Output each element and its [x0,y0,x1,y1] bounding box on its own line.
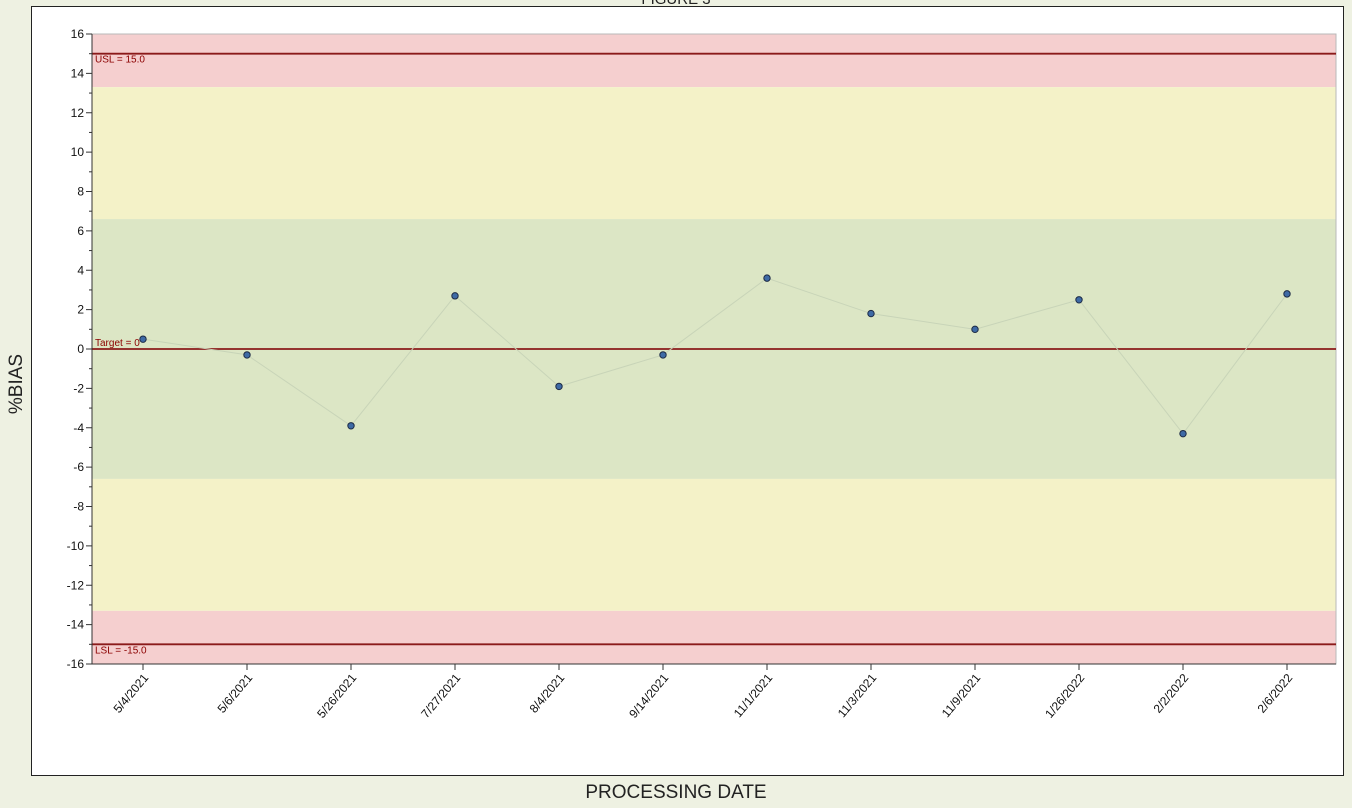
x-tick-label-10: 2/2/2022 [1151,671,1192,716]
y-tick-label-10: -4 [73,421,84,435]
data-point-4 [555,382,563,391]
data-point-7 [867,309,875,318]
chart-title: FIGURE 3 [0,0,1352,8]
reference-label-2: LSL = -15.0 [95,645,147,656]
x-tick-label-9: 1/26/2022 [1042,671,1087,721]
x-tick-label-8: 11/9/2021 [939,671,984,720]
data-point-1 [243,351,251,359]
y-tick-label-7: 2 [77,303,84,317]
y-tick-label-2: 12 [71,106,85,120]
y-tick-label-5: 6 [77,224,84,238]
zone-band-1 [92,87,1336,220]
y-tick-label-14: -12 [67,578,85,592]
y-tick-label-8: 0 [77,342,84,356]
data-points [139,274,1291,438]
reference-lines: USL = 15.0 Target = 0 LSL = -15.0 [92,52,1336,656]
data-point-3 [451,292,459,300]
y-tick-label-1: 14 [71,66,85,80]
zone-band-0 [92,34,1336,88]
y-tick-label-11: -6 [73,460,84,474]
x-tick-label-1: 5/6/2021 [215,671,256,716]
data-point-5 [659,351,667,359]
y-tick-label-0: 16 [71,27,85,41]
y-tick-label-3: 10 [71,145,85,159]
x-tick-label-6: 11/1/2021 [731,671,776,720]
x-axis-label: PROCESSING DATE [585,782,767,803]
data-point-8 [971,325,979,334]
y-tick-label-12: -8 [73,500,84,514]
series-line [142,277,1288,435]
data-point-11 [1283,290,1291,298]
data-point-0 [139,335,147,343]
data-point-2 [347,422,355,430]
y-tick-label-6: 4 [77,263,84,277]
x-tick-label-4: 8/4/2021 [527,671,568,716]
y-tick-label-13: -10 [67,539,85,553]
data-point-10 [1179,429,1187,438]
y-tick-label-4: 8 [77,185,84,199]
connector-lines [142,277,1288,435]
x-tick-label-7: 11/3/2021 [835,671,880,720]
y-tick-label-15: -14 [67,618,85,632]
x-axis: 5/4/2021 5/6/2021 5/26/2021 7/27/2021 8/4/20… [92,663,1336,721]
reference-label-0: USL = 15.0 [95,55,145,66]
data-point-6 [763,274,771,282]
x-tick-label-0: 5/4/2021 [111,671,152,716]
x-tick-label-3: 7/27/2021 [418,671,463,721]
reference-label-1: Target = 0 [95,338,140,349]
x-tick-label-2: 5/26/2021 [314,671,359,721]
x-tick-label-5: 9/14/2021 [626,671,671,721]
x-tick-label-11: 2/6/2022 [1255,671,1296,716]
zone-band-4 [92,610,1336,664]
zone-band-3 [92,478,1336,611]
y-axis: 16 14 12 10 8 6 4 2 0 -2 -4 -6 -8 -10 -12 -14 -16 [67,27,93,671]
y-tick-label-16: -16 [67,657,85,671]
data-point-9 [1075,296,1083,304]
y-tick-label-9: -2 [73,381,84,395]
